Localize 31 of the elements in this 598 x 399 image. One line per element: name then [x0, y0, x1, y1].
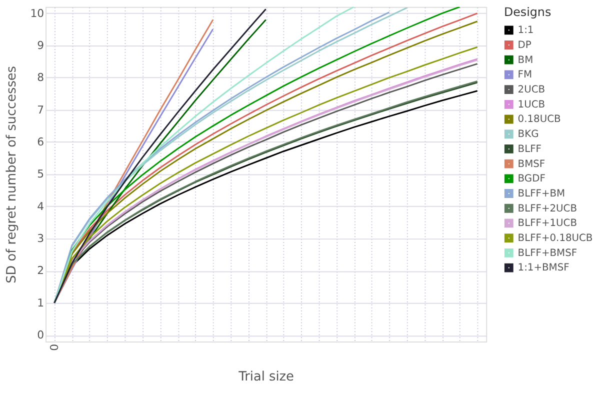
legend-label: BMSF — [518, 158, 546, 170]
legend-label: BLFF+1UCB — [518, 218, 578, 230]
y-tick-label: 9 — [37, 38, 44, 52]
y-tick-label: 4 — [37, 200, 44, 213]
legend-label: 0.18UCB — [518, 114, 561, 126]
legend-label: BLFF+BMSF — [518, 248, 578, 259]
y-tick-label: 2 — [37, 264, 44, 278]
y-tick-label: 6 — [37, 135, 44, 148]
y-tick-label: 0 — [37, 328, 44, 342]
legend-label: BGDF — [518, 174, 546, 185]
legend-label: BLFF+2UCB — [518, 203, 578, 214]
y-tick-label: 3 — [37, 232, 44, 246]
y-tick-label: 1 — [37, 296, 44, 310]
legend-label: 2UCB — [518, 84, 546, 96]
legend-title: Designs — [504, 4, 552, 19]
legend-label: BLFF — [518, 144, 542, 155]
y-tick-label: 5 — [37, 168, 44, 181]
y-tick-label: 8 — [37, 71, 44, 84]
y-tick-label: 10 — [30, 6, 44, 20]
legend-label: 1:1+BMSF — [518, 262, 570, 274]
legend-label: 1UCB — [518, 99, 546, 110]
legend-label: FM — [518, 70, 532, 81]
legend-label: BM — [518, 54, 534, 66]
legend-label: 1:1 — [518, 25, 534, 36]
y-axis-title: SD of regret number of successes — [4, 66, 20, 284]
legend-label: BKG — [518, 129, 539, 140]
legend-label: DP — [518, 40, 532, 51]
y-tick-label: 7 — [37, 103, 44, 116]
legend-label: BLFF+BM — [518, 188, 566, 200]
x-axis-title: Trial size — [238, 370, 294, 385]
legend-label: BLFF+0.18UCB — [518, 233, 593, 244]
